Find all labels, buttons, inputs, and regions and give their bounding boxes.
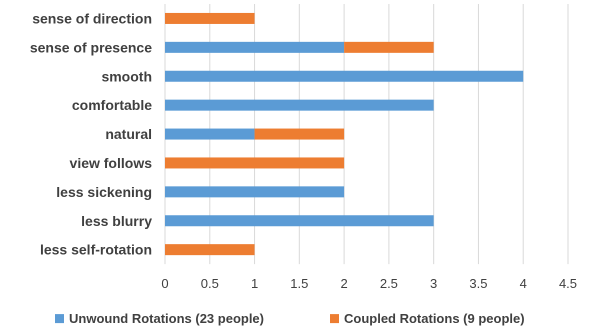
x-tick-label: 1 [251,276,258,291]
category-labels: sense of direction sense of presence smoot… [30,10,152,257]
category-label: less blurry [81,213,152,229]
bar-unwound [165,41,345,53]
legend-swatch [55,314,64,324]
bar-unwound [165,99,434,111]
x-tick-label: 3.5 [469,276,487,291]
category-label: smooth [101,68,152,84]
x-tick-label: 2 [340,276,347,291]
x-tick-label: 4.5 [559,276,577,291]
legend-label: Coupled Rotations (9 people) [344,311,525,326]
bar-coupled [165,12,255,24]
bar-coupled [165,157,345,169]
bar-unwound [165,215,434,227]
legend: Unwound Rotations (23 people) Coupled Rot… [55,311,525,326]
x-tick-label: 0.5 [201,276,219,291]
category-label: less sickening [56,184,152,200]
category-label: view follows [70,155,153,171]
category-label: sense of direction [32,10,152,26]
bar-coupled [344,41,434,53]
x-tick-label: 4 [520,276,527,291]
bar-unwound [165,128,255,140]
x-tick-label: 0 [161,276,168,291]
x-tick-label: 1.5 [290,276,308,291]
legend-swatch [330,314,339,324]
legend-label: Unwound Rotations (23 people) [69,311,264,326]
bar-coupled [165,244,255,256]
category-label: natural [105,126,152,142]
category-label: less self-rotation [40,242,152,258]
bars [165,12,524,256]
x-tick-label: 3 [430,276,437,291]
bar-unwound [165,186,345,198]
category-label: sense of presence [30,39,152,55]
bar-unwound [165,70,524,82]
x-tick-labels: 0 0.5 1 1.5 2 2.5 3 3.5 4 4.5 [161,276,577,291]
x-tick-label: 2.5 [380,276,398,291]
category-label: comfortable [72,97,152,113]
bar-coupled [254,128,345,140]
